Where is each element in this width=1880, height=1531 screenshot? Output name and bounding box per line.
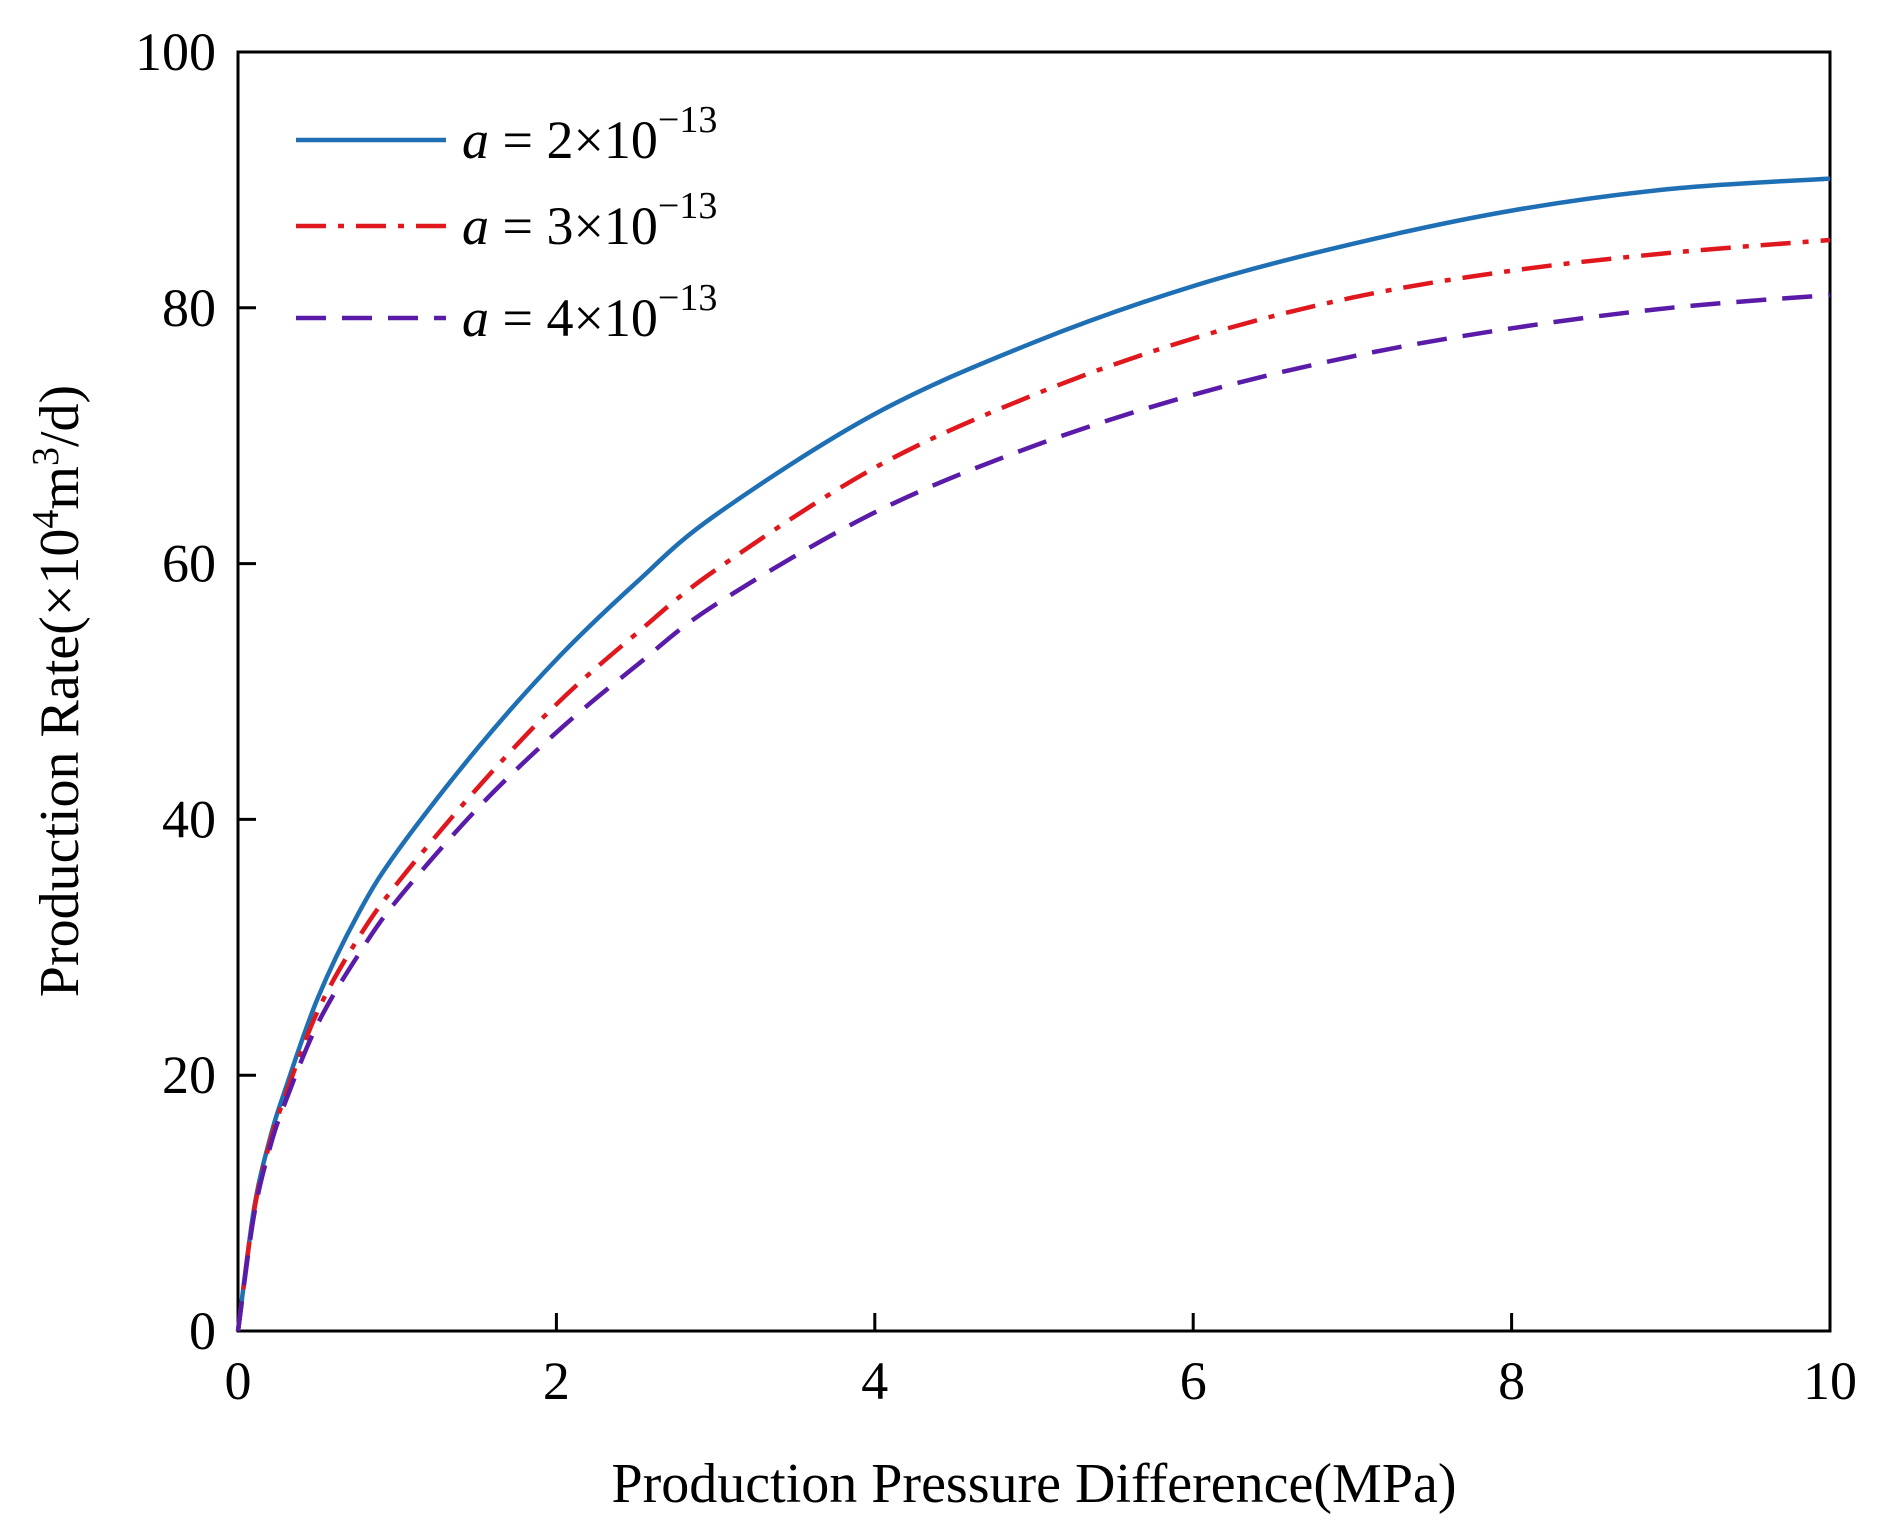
x-tick-label: 6 — [1180, 1351, 1207, 1411]
series-layer — [235, 176, 1831, 1332]
y-tick-label: 100 — [135, 22, 216, 82]
legend-label-series-3: a = 4×10−13 — [462, 277, 717, 348]
x-tick-label: 2 — [543, 1351, 570, 1411]
series-line-1 — [235, 176, 1831, 1332]
y-axis-ticks: 0 20 40 60 80 100 — [135, 22, 256, 1361]
y-tick-label: 0 — [189, 1301, 216, 1361]
x-tick-label: 0 — [225, 1351, 252, 1411]
y-tick-label: 40 — [162, 789, 216, 849]
y-tick-label: 80 — [162, 278, 216, 338]
y-tick-label: 20 — [162, 1045, 216, 1105]
x-tick-label: 4 — [861, 1351, 888, 1411]
y-axis-title: Production Rate(×104m3/d) — [25, 385, 91, 997]
y-axis-title-sup-1: 4 — [25, 510, 67, 529]
legend-label-series-1: a = 2×10−13 — [462, 99, 717, 170]
x-tick-label: 8 — [1498, 1351, 1525, 1411]
y-axis-title-sup-2: 3 — [25, 447, 67, 466]
legend-label-series-2: a = 3×10−13 — [462, 185, 717, 256]
series-line-2 — [235, 237, 1831, 1332]
x-axis-title: Production Pressure Difference(MPa) — [612, 1453, 1457, 1515]
x-tick-label: 10 — [1803, 1351, 1857, 1411]
legend: a = 2×10−13 a = 3×10−13 a = 4×10−13 — [296, 99, 717, 348]
plot-frame — [236, 50, 1832, 1333]
series-line-3 — [235, 292, 1831, 1332]
x-axis-ticks: 0 2 4 6 8 10 — [225, 1313, 1857, 1411]
y-tick-label: 60 — [162, 534, 216, 594]
